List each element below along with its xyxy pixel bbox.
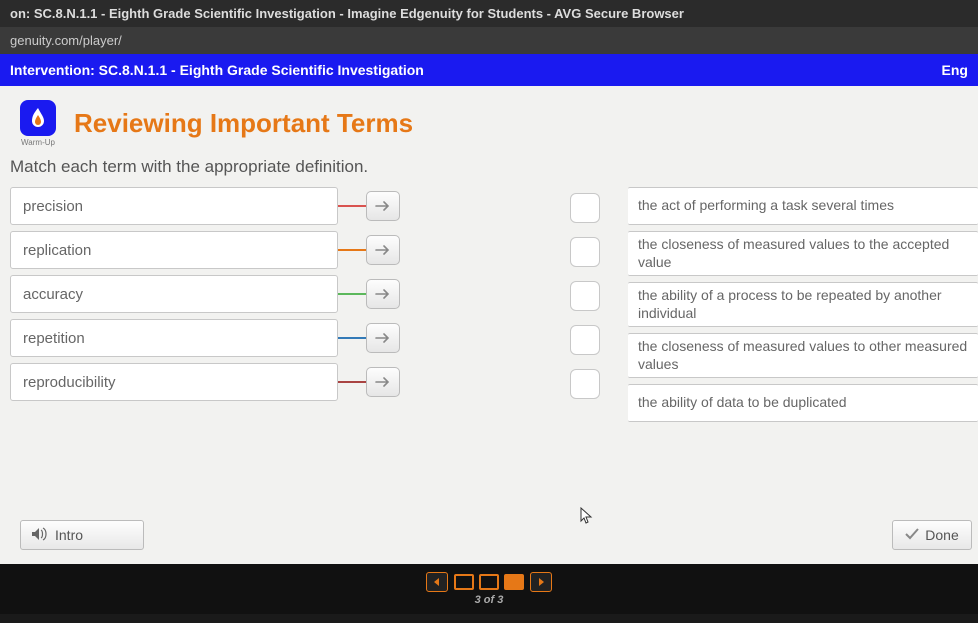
drop-target[interactable] [570, 369, 600, 399]
term-box[interactable]: replication [10, 231, 338, 269]
intro-button[interactable]: Intro [20, 520, 144, 550]
drop-targets-column [570, 187, 618, 422]
browser-url: genuity.com/player/ [0, 27, 978, 54]
lesson-header-bar: Intervention: SC.8.N.1.1 - Eighth Grade … [0, 54, 978, 86]
matching-area: precision replication accuracy repetition re… [10, 187, 978, 422]
intro-label: Intro [55, 527, 83, 543]
browser-tab-title: on: SC.8.N.1.1 - Eighth Grade Scientific… [0, 0, 978, 27]
page-title: Reviewing Important Terms [74, 108, 413, 139]
lesson-header-right[interactable]: Eng [942, 62, 968, 78]
drop-target[interactable] [570, 325, 600, 355]
term-connector [338, 293, 366, 295]
term-row: repetition [10, 319, 400, 357]
drop-target[interactable] [570, 281, 600, 311]
nav-counter: 3 of 3 [475, 594, 504, 606]
drop-target[interactable] [570, 193, 600, 223]
term-connector [338, 205, 366, 207]
drag-arrow-button[interactable] [366, 367, 400, 397]
definitions-column: the act of performing a task several tim… [628, 187, 978, 422]
term-connector [338, 249, 366, 251]
content-area: Warm-Up Reviewing Important Terms Match … [0, 86, 978, 564]
term-box[interactable]: reproducibility [10, 363, 338, 401]
nav-pages [454, 574, 524, 590]
definition-box[interactable]: the act of performing a task several tim… [628, 187, 978, 225]
term-row: reproducibility [10, 363, 400, 401]
instruction-text: Match each term with the appropriate def… [10, 157, 978, 177]
nav-next-button[interactable] [530, 572, 552, 592]
drag-arrow-button[interactable] [366, 279, 400, 309]
nav-controls [426, 572, 552, 592]
nav-prev-button[interactable] [426, 572, 448, 592]
terms-column: precision replication accuracy repetition re… [10, 187, 400, 422]
term-row: accuracy [10, 275, 400, 313]
lesson-header-left: Intervention: SC.8.N.1.1 - Eighth Grade … [10, 62, 424, 78]
drop-target[interactable] [570, 237, 600, 267]
drag-arrow-button[interactable] [366, 323, 400, 353]
page-header: Warm-Up Reviewing Important Terms [10, 100, 978, 147]
check-icon [905, 527, 919, 543]
speaker-icon [31, 527, 47, 544]
definition-box[interactable]: the ability of a process to be repeated … [628, 282, 978, 327]
nav-strip: 3 of 3 [0, 564, 978, 614]
definition-box[interactable]: the closeness of measured values to the … [628, 231, 978, 276]
drag-arrow-button[interactable] [366, 235, 400, 265]
definition-box[interactable]: the closeness of measured values to othe… [628, 333, 978, 378]
nav-page-indicator[interactable] [504, 574, 524, 590]
nav-page-indicator[interactable] [454, 574, 474, 590]
done-label: Done [925, 527, 958, 543]
definition-box[interactable]: the ability of data to be duplicated [628, 384, 978, 422]
warmup-badge: Warm-Up [16, 100, 60, 147]
term-box[interactable]: accuracy [10, 275, 338, 313]
term-connector [338, 381, 366, 383]
done-button[interactable]: Done [892, 520, 972, 550]
term-row: replication [10, 231, 400, 269]
term-box[interactable]: repetition [10, 319, 338, 357]
term-connector [338, 337, 366, 339]
flame-icon [20, 100, 56, 136]
drag-arrow-button[interactable] [366, 191, 400, 221]
warmup-label: Warm-Up [16, 138, 60, 147]
term-box[interactable]: precision [10, 187, 338, 225]
term-row: precision [10, 187, 400, 225]
nav-page-indicator[interactable] [479, 574, 499, 590]
footer-row: Intro Done [20, 520, 972, 550]
